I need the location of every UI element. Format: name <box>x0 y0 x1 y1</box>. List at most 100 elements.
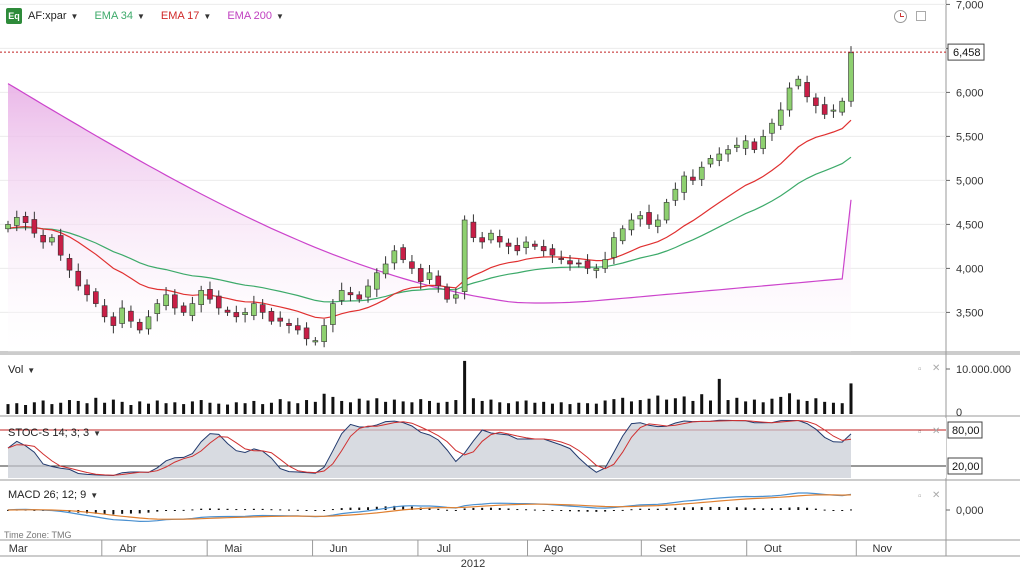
volume-bar <box>67 400 71 414</box>
macd-label: MACD 26; 12; 9 <box>8 489 87 501</box>
candle-down <box>690 176 696 181</box>
stoch-pane-maximize-icon[interactable]: ▫ <box>918 427 922 438</box>
macd-histogram-bar <box>226 508 229 510</box>
ema34-legend-item[interactable]: EMA 34 ▼ <box>94 10 144 22</box>
candle-down <box>646 212 652 225</box>
macd-histogram-bar <box>683 507 686 510</box>
volume-bar <box>6 404 10 414</box>
candle-up <box>619 228 626 242</box>
candle-up <box>49 237 55 243</box>
symbol-label: AF:xpar <box>28 10 67 22</box>
equity-icon[interactable]: Eq <box>6 8 22 24</box>
candle-down <box>93 291 99 304</box>
macd-histogram-bar <box>700 507 703 510</box>
candle-down <box>584 260 591 269</box>
macd-pane-maximize-icon[interactable]: ▫ <box>918 491 922 502</box>
x-axis-month-label: Ago <box>544 543 564 555</box>
macd-histogram-bar <box>200 508 203 510</box>
volume-bar <box>717 378 721 414</box>
volume-bar <box>691 400 695 414</box>
macd-histogram-bar <box>446 509 449 511</box>
candle-up <box>848 52 854 102</box>
candle-up <box>725 149 731 155</box>
candle-down <box>57 235 64 256</box>
chevron-down-icon: ▼ <box>203 11 212 21</box>
candle-down <box>532 243 538 247</box>
macd-pane-close-icon[interactable]: ✕ <box>932 490 941 501</box>
volume-label: Vol <box>8 364 24 376</box>
volume-bar <box>542 401 546 414</box>
candle-down <box>470 221 477 238</box>
price-axis-label: 3,500 <box>956 307 984 319</box>
volume-bar <box>796 399 800 414</box>
volume-bar <box>32 402 36 414</box>
volume-bar <box>761 402 765 414</box>
macd-histogram-bar <box>841 510 844 511</box>
candle-up <box>321 325 327 342</box>
macd-histogram-bar <box>121 510 124 514</box>
candle-up <box>628 219 635 231</box>
candle-down <box>496 236 503 243</box>
macd-histogram-bar <box>173 510 176 511</box>
stoch-pane-title[interactable]: STOC-S 14; 3; 3 ▼ <box>8 427 101 439</box>
volume-bar <box>665 399 669 414</box>
volume-pane-title[interactable]: Vol ▼ <box>8 364 35 376</box>
volume-bar <box>831 402 835 414</box>
candle-up <box>453 294 459 299</box>
candle-down <box>224 309 231 313</box>
macd-histogram-bar <box>252 508 255 510</box>
macd-histogram-bar <box>709 506 712 510</box>
candle-up <box>777 109 784 126</box>
volume-bar <box>138 401 142 414</box>
macd-histogram-bar <box>261 508 264 510</box>
candle-down <box>813 97 819 106</box>
macd-histogram-bar <box>560 510 563 511</box>
volume-bar <box>234 402 238 414</box>
ema17-line <box>7 119 852 319</box>
ema200-legend-item[interactable]: EMA 200 ▼ <box>227 10 284 22</box>
macd-histogram-bar <box>586 510 589 512</box>
price-axis-label: 4,500 <box>956 219 984 231</box>
candle-up <box>374 272 380 290</box>
volume-bar <box>656 395 660 414</box>
volume-pane-close-icon[interactable]: ✕ <box>932 363 941 374</box>
candle-up <box>663 202 670 221</box>
macd-histogram-bar <box>814 508 817 510</box>
macd-axis-label: 0,000 <box>956 505 984 517</box>
candle-up <box>189 303 196 316</box>
chevron-down-icon: ▼ <box>27 365 36 375</box>
macd-histogram-bar <box>279 509 282 511</box>
last-price-label: 6,458 <box>953 47 981 59</box>
ema17-legend-item[interactable]: EMA 17 ▼ <box>161 10 211 22</box>
candle-down <box>259 304 266 313</box>
symbol-selector[interactable]: AF:xpar ▼ <box>28 10 78 22</box>
volume-bar <box>252 400 256 414</box>
candle-up <box>163 294 169 307</box>
candle-down <box>303 327 310 340</box>
clock-icon[interactable] <box>894 10 907 23</box>
macd-histogram-bar <box>718 506 721 510</box>
macd-histogram-bar <box>33 509 36 511</box>
macd-histogram-bar <box>850 509 852 511</box>
candle-down <box>22 216 29 223</box>
volume-bar <box>313 401 317 414</box>
candle-down <box>136 321 143 331</box>
volume-bar <box>814 398 818 414</box>
macd-signal-line <box>7 494 852 520</box>
macd-pane-title[interactable]: MACD 26; 12; 9 ▼ <box>8 489 98 501</box>
volume-axis-label: 0 <box>956 407 962 419</box>
main-pane-maximize-icon[interactable] <box>916 11 926 21</box>
candle-down <box>180 305 187 313</box>
macd-histogram-bar <box>367 507 370 510</box>
candle-down <box>505 242 512 247</box>
macd-histogram-bar <box>516 509 519 511</box>
volume-bar <box>454 400 458 414</box>
stoch-pane-close-icon[interactable]: ✕ <box>932 426 941 437</box>
x-axis-month-label: Out <box>764 543 782 555</box>
volume-bar <box>401 401 405 414</box>
macd-histogram-bar <box>727 507 730 510</box>
volume-bar <box>823 401 827 414</box>
macd-histogram-bar <box>472 507 475 510</box>
volume-pane-maximize-icon[interactable]: ▫ <box>918 364 922 375</box>
candle-up <box>698 166 705 180</box>
